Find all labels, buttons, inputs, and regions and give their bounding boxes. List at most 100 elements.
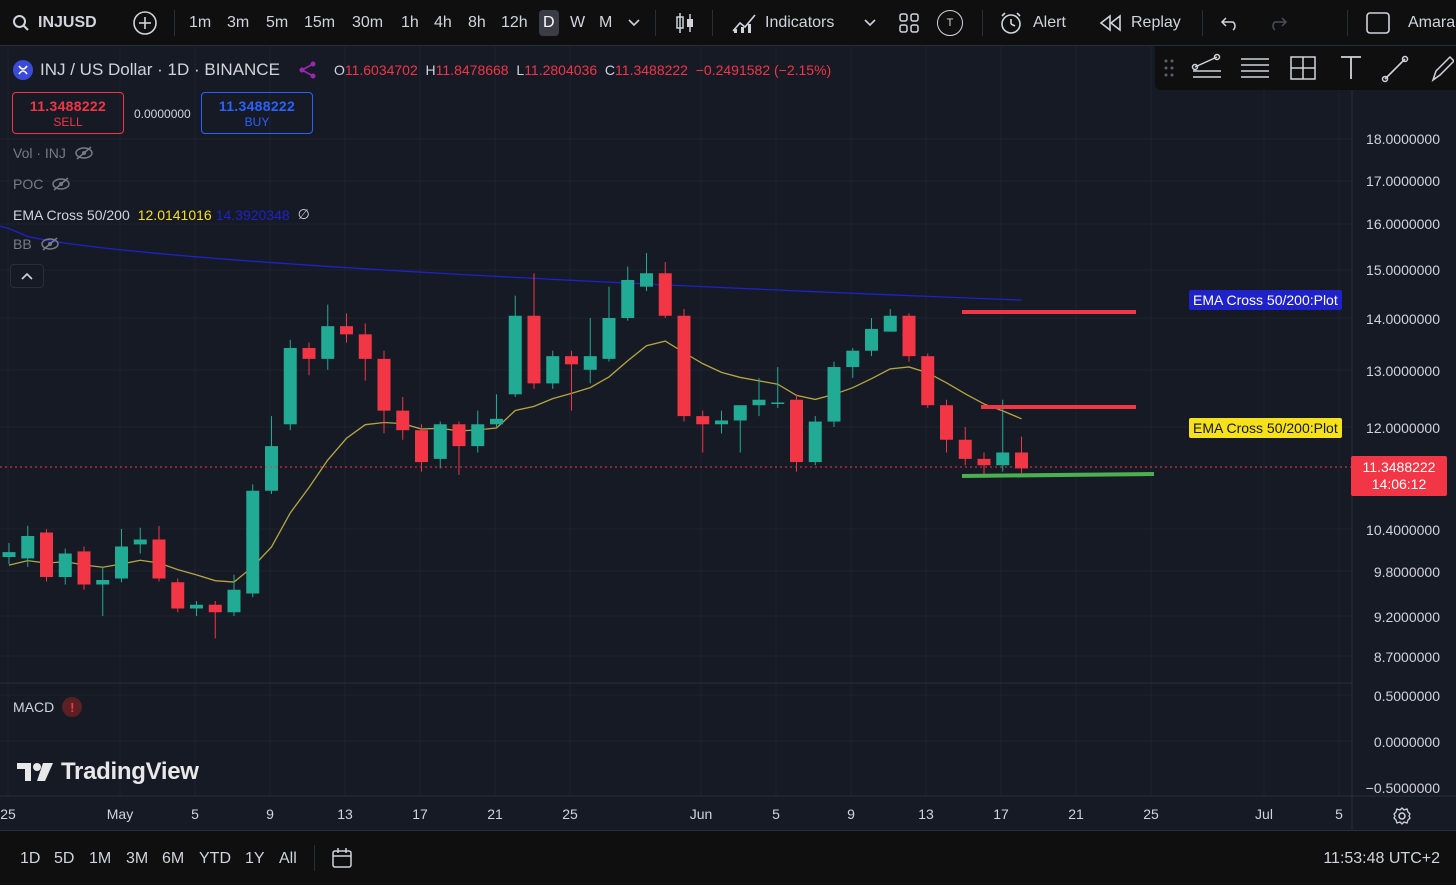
- symbol-search[interactable]: INJUSD: [12, 0, 97, 46]
- high-key: H: [425, 62, 436, 78]
- collapse-legend-button[interactable]: [10, 264, 44, 288]
- replay-button[interactable]: Replay: [1099, 0, 1181, 46]
- tf-label: 4h: [434, 14, 452, 31]
- range-All[interactable]: All: [279, 850, 297, 867]
- indicator-ema-cross[interactable]: EMA Cross 50/200 12.0141016 14.3920348 ∅: [13, 206, 310, 223]
- utc-clock[interactable]: 11:53:48 UTC+2: [1323, 850, 1440, 867]
- tf-12h[interactable]: 12h: [501, 0, 528, 46]
- chart-type-button[interactable]: [674, 0, 696, 46]
- undo-button[interactable]: [1220, 0, 1240, 46]
- tf-1m[interactable]: 1m: [189, 0, 211, 46]
- bottom-toolbar: 1D 5D 1M 3M 6M YTD 1Y All 11:53:48 UTC+2: [0, 830, 1456, 885]
- indicators-button[interactable]: Indicators: [731, 0, 834, 46]
- open-key: O: [333, 62, 345, 78]
- tf-label: 5m: [266, 14, 289, 31]
- candle-body: [415, 430, 428, 463]
- indicator-macd[interactable]: MACD !: [13, 697, 83, 717]
- sell-button[interactable]: 11.3488222 SELL: [12, 92, 124, 134]
- candle-body: [827, 367, 841, 422]
- warning-icon[interactable]: !: [62, 697, 83, 717]
- add-symbol-button[interactable]: [132, 0, 158, 46]
- bottom-divider: [314, 845, 315, 871]
- range-1M[interactable]: 1M: [89, 850, 112, 867]
- text-tool-icon[interactable]: [1337, 53, 1365, 83]
- range-5D[interactable]: 5D: [54, 850, 75, 867]
- tf-dropdown[interactable]: [628, 0, 640, 46]
- ema-slow-plot-tag: EMA Cross 50/200:Plot: [1189, 290, 1342, 310]
- tf-M[interactable]: M: [599, 0, 612, 46]
- brush-tool-icon[interactable]: [1381, 53, 1411, 83]
- indicator-poc[interactable]: POC: [13, 176, 71, 192]
- tf-label: 15m: [304, 14, 336, 31]
- buy-button[interactable]: 11.3488222 BUY: [201, 92, 313, 134]
- na-icon: ∅: [297, 206, 310, 222]
- indicators-label: Indicators: [765, 14, 835, 31]
- support-line[interactable]: [961, 472, 1155, 478]
- candle-body: [508, 315, 522, 395]
- close-key: C: [604, 62, 616, 78]
- date-tick: 9: [266, 806, 274, 822]
- tf-30m[interactable]: 30m: [352, 0, 383, 46]
- range-6M[interactable]: 6M: [162, 850, 185, 867]
- close-value: 11.3488222: [615, 62, 688, 78]
- candle-body: [283, 347, 297, 425]
- range-3M[interactable]: 3M: [126, 850, 149, 867]
- horizontal-drawings[interactable]: [961, 310, 1155, 478]
- chart-settings-button[interactable]: [1392, 806, 1412, 831]
- measure-tool-icon[interactable]: [1287, 53, 1319, 83]
- tf-1h[interactable]: 1h: [401, 0, 419, 46]
- candle-body: [527, 315, 541, 384]
- layouts-button[interactable]: [898, 0, 920, 46]
- templates-button[interactable]: T: [937, 0, 963, 46]
- alert-label: Alert: [1033, 14, 1066, 31]
- date-tick: 9: [847, 806, 855, 822]
- candle-body: [883, 315, 897, 332]
- goto-date-button[interactable]: [330, 846, 354, 875]
- indicator-bb[interactable]: BB: [13, 236, 60, 252]
- toolbar-divider: [712, 10, 713, 36]
- indicators-dropdown[interactable]: [864, 0, 876, 46]
- layout-grid-icon: [899, 13, 919, 33]
- tf-15m[interactable]: 15m: [304, 0, 335, 46]
- candle-body: [396, 410, 410, 431]
- ema-fast-line: [8, 340, 1022, 583]
- tf-4h[interactable]: 4h: [434, 0, 452, 46]
- toolbar-divider: [174, 10, 175, 36]
- range-1Y[interactable]: 1Y: [245, 850, 265, 867]
- candle-body: [621, 279, 635, 318]
- user-menu[interactable]: Amara: [1408, 0, 1455, 46]
- chart-canvas[interactable]: [0, 46, 1456, 830]
- fib-retracement-icon[interactable]: [1239, 53, 1271, 83]
- range-YTD[interactable]: YTD: [199, 850, 231, 867]
- alert-button[interactable]: Alert: [999, 0, 1066, 46]
- redo-button[interactable]: [1268, 0, 1288, 46]
- sell-price: 11.3488222: [29, 98, 107, 114]
- replay-label: Replay: [1131, 14, 1181, 31]
- drag-handle-icon[interactable]: [1163, 58, 1175, 78]
- eye-off-icon[interactable]: [40, 237, 60, 251]
- share-icon[interactable]: [298, 61, 318, 79]
- candles-icon: [676, 13, 693, 33]
- pen-tool-icon[interactable]: [1430, 53, 1454, 83]
- eye-off-icon[interactable]: [74, 146, 94, 160]
- tf-5m[interactable]: 5m: [266, 0, 288, 46]
- fullscreen-button[interactable]: [1366, 0, 1390, 46]
- tf-W[interactable]: W: [570, 0, 585, 46]
- ema-slow-value: 14.3920348: [215, 206, 290, 223]
- trendline-tools-icon[interactable]: [1191, 53, 1223, 83]
- symbol-title[interactable]: INJ / US Dollar · 1D · BINANCE: [40, 60, 280, 79]
- tradingview-logo[interactable]: TradingView: [17, 758, 199, 786]
- candle-body: [21, 536, 35, 559]
- toolbar-divider: [1202, 10, 1203, 36]
- candle-body: [902, 315, 916, 357]
- candle-body: [583, 356, 597, 370]
- plus-circle-icon: [133, 11, 157, 35]
- tf-D-active[interactable]: D: [539, 0, 559, 46]
- eye-off-icon[interactable]: [51, 177, 71, 191]
- tf-3m[interactable]: 3m: [227, 0, 249, 46]
- chart-area[interactable]: [0, 46, 1456, 830]
- macd-tick: 0.0000000: [1373, 734, 1440, 750]
- indicator-vol[interactable]: Vol · INJ: [13, 145, 94, 161]
- tf-8h[interactable]: 8h: [468, 0, 486, 46]
- range-1D[interactable]: 1D: [20, 850, 41, 867]
